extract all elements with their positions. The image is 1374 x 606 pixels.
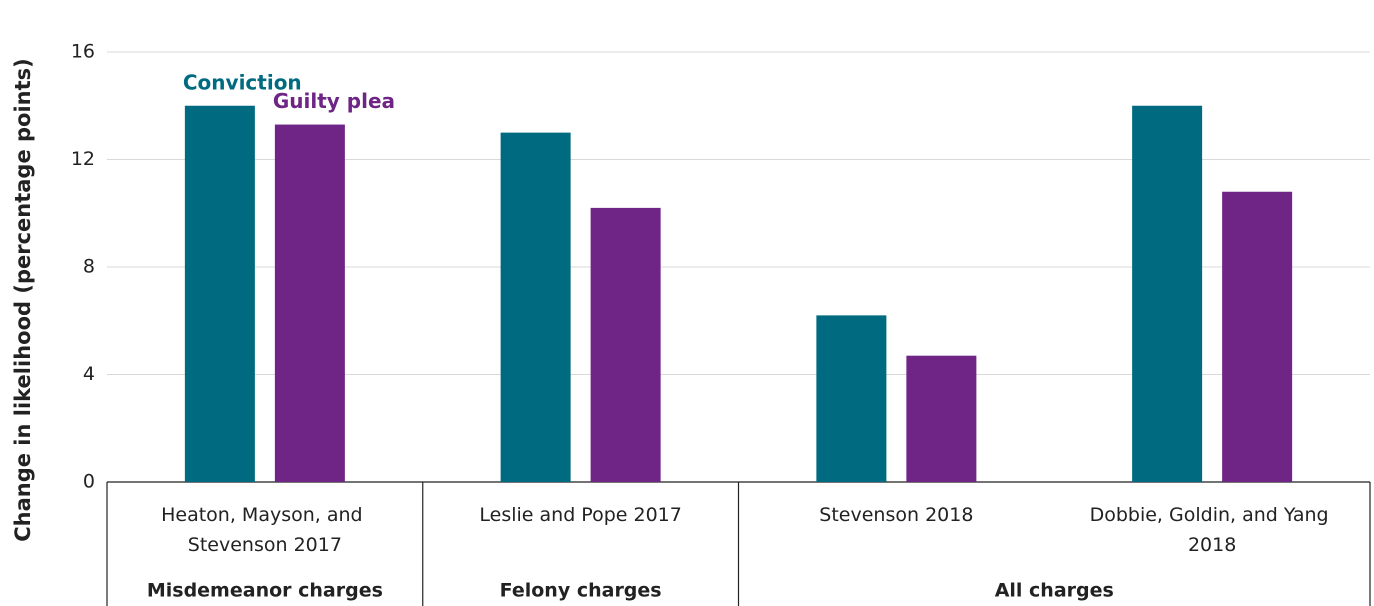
bar [590,207,661,482]
group-label: All charges [995,580,1114,602]
y-tick-label: 4 [83,363,95,385]
bar [184,105,255,482]
bar [1222,191,1293,482]
x-tick-label: Leslie and Pope 2017 [479,504,681,526]
group-label: Misdemeanor charges [147,580,383,602]
legend-label: Conviction [183,70,302,94]
y-tick-label: 0 [83,471,95,493]
bar [1132,105,1203,482]
bar [816,315,887,482]
y-axis-label: Change in likelihood (percentage points) [11,58,35,542]
y-tick-label: 8 [83,256,95,278]
x-tick-label: Stevenson 2018 [819,504,973,526]
y-tick-label: 12 [71,148,95,170]
group-label: Felony charges [500,580,662,602]
y-tick-label: 16 [71,41,95,63]
x-tick-label: Dobbie, Goldin, and Yang 2018 [1090,504,1335,556]
legend-label: Guilty plea [273,89,395,113]
bar [500,132,571,482]
bar [906,355,977,482]
bar [274,124,345,482]
x-tick-label: Heaton, Mayson, and Stevenson 2017 [161,504,369,556]
